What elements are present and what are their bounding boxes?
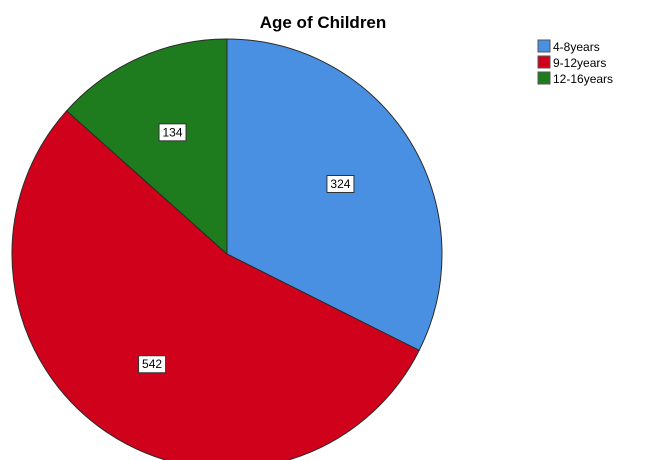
chart-title: Age of Children: [260, 13, 387, 32]
data-label-box: [158, 123, 187, 142]
data-label-box: [326, 174, 355, 193]
pie-slice-9-12years: [11, 110, 420, 460]
legend-swatch: [537, 71, 551, 85]
pie-slice-4-8years: [226, 38, 443, 352]
data-label-text: 324: [330, 177, 350, 191]
legend-item-9-12years: 9-12years: [537, 55, 606, 70]
pie-data-labels: 324 542 134: [138, 123, 355, 374]
data-label-4-8years: 324: [326, 174, 355, 193]
data-label-box: [138, 355, 167, 374]
legend-label: 4-8years: [553, 40, 600, 54]
legend-label: 12-16years: [553, 72, 613, 86]
data-label-text: 134: [163, 125, 183, 139]
legend-label: 9-12years: [553, 56, 606, 70]
data-label-9-12years: 542: [138, 355, 167, 374]
pie-slice-12-16years: [65, 38, 228, 256]
legend-swatch: [537, 55, 551, 69]
legend-item-12-16years: 12-16years: [537, 71, 613, 86]
data-label-12-16years: 134: [158, 123, 187, 142]
legend: 4-8years 9-12years 12-16years: [537, 39, 613, 86]
data-label-text: 542: [142, 357, 162, 371]
legend-item-4-8years: 4-8years: [537, 39, 600, 54]
pie-slices: [11, 38, 443, 460]
legend-swatch: [537, 39, 551, 53]
